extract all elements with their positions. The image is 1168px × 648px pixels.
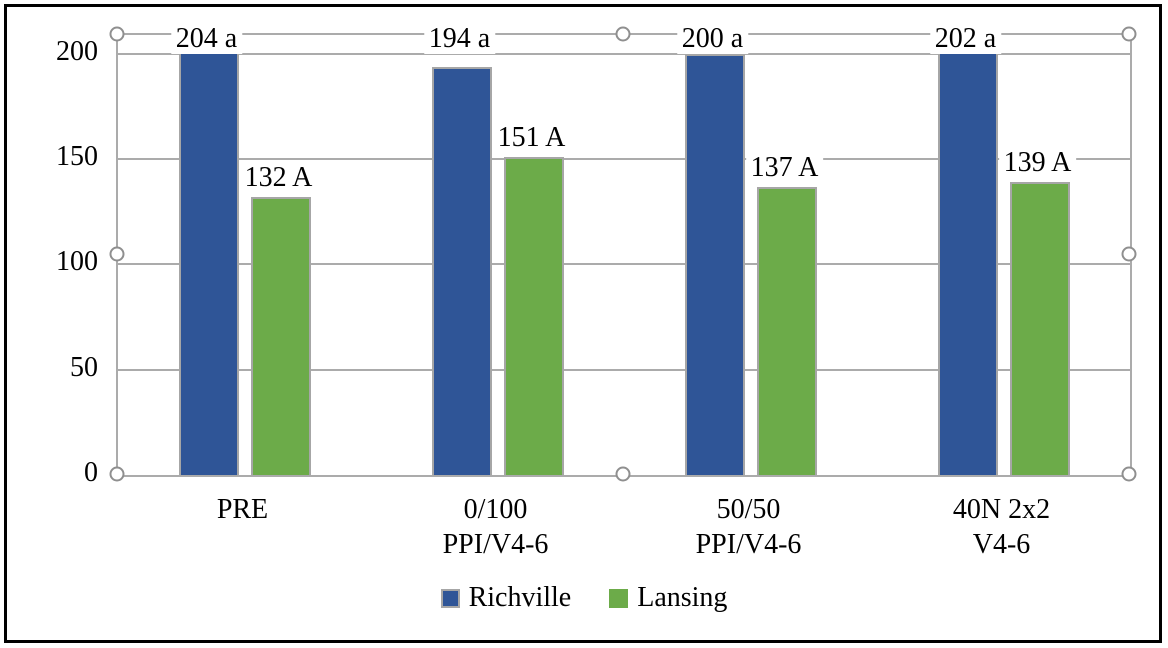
lansing-bar-2[interactable] bbox=[756, 186, 817, 475]
selection-handle-7[interactable] bbox=[1121, 466, 1137, 482]
legend-item-lansing[interactable]: Lansing bbox=[609, 583, 727, 613]
richville-bar-0[interactable] bbox=[178, 45, 239, 475]
category-label-3: 40N 2x2 V4-6 bbox=[875, 492, 1128, 562]
richville-bar-3[interactable] bbox=[937, 49, 998, 475]
legend-label-richville: Richville bbox=[468, 582, 572, 613]
plot-area[interactable] bbox=[116, 33, 1132, 477]
y-tick-label-0: 0 bbox=[84, 457, 98, 488]
richville-data-label-2: 200 a bbox=[676, 24, 749, 54]
gridline-200 bbox=[118, 52, 1130, 55]
gridline-50 bbox=[118, 368, 1130, 371]
y-tick-label-100: 100 bbox=[56, 246, 98, 278]
category-label-line: V4-6 bbox=[972, 529, 1031, 560]
y-tick-label-200: 200 bbox=[56, 35, 98, 67]
richville-series-swatch-icon bbox=[440, 588, 460, 608]
lansing-data-label-3: 139 A bbox=[998, 148, 1077, 179]
category-label-line: PRE bbox=[216, 494, 269, 525]
selection-handle-3[interactable] bbox=[109, 246, 125, 262]
selection-handle-4[interactable] bbox=[1121, 246, 1137, 262]
lansing-bar-1[interactable] bbox=[503, 157, 564, 475]
y-tick-label-50: 50 bbox=[70, 351, 98, 383]
y-tick-label-150: 150 bbox=[56, 141, 98, 173]
category-label-line: PPI/V4-6 bbox=[695, 529, 802, 560]
richville-data-label-3: 202 a bbox=[929, 24, 1002, 54]
richville-data-label-1: 194 a bbox=[423, 24, 496, 54]
category-label-2: 50/50 PPI/V4-6 bbox=[622, 492, 875, 562]
gridline-100 bbox=[118, 263, 1130, 266]
chart-legend[interactable]: Richville Lansing bbox=[0, 583, 1168, 613]
selection-handle-0[interactable] bbox=[109, 26, 125, 42]
selection-handle-1[interactable] bbox=[615, 26, 631, 42]
richville-bar-1[interactable] bbox=[431, 66, 492, 475]
legend-item-richville[interactable]: Richville bbox=[440, 582, 572, 613]
selection-handle-2[interactable] bbox=[1121, 26, 1137, 42]
selection-handle-5[interactable] bbox=[109, 466, 125, 482]
selection-handle-6[interactable] bbox=[615, 466, 631, 482]
lansing-data-label-2: 137 A bbox=[745, 152, 824, 183]
richville-bar-2[interactable] bbox=[684, 53, 745, 475]
lansing-data-label-0: 132 A bbox=[239, 163, 318, 194]
lansing-bar-3[interactable] bbox=[1009, 182, 1070, 475]
category-label-line: 50/50 bbox=[716, 494, 781, 525]
category-label-1: 0/100 PPI/V4-6 bbox=[369, 492, 622, 562]
category-label-line: PPI/V4-6 bbox=[442, 529, 549, 560]
gridline-150 bbox=[118, 158, 1130, 161]
lansing-series-swatch-icon bbox=[609, 588, 629, 608]
lansing-data-label-1: 151 A bbox=[492, 123, 571, 154]
richville-data-label-0: 204 a bbox=[170, 24, 243, 54]
category-label-line: 0/100 bbox=[463, 494, 528, 525]
category-label-line: 40N 2x2 bbox=[952, 494, 1051, 525]
category-label-0: PRE bbox=[116, 492, 369, 527]
legend-label-lansing: Lansing bbox=[637, 582, 728, 613]
lansing-bar-0[interactable] bbox=[250, 197, 311, 475]
